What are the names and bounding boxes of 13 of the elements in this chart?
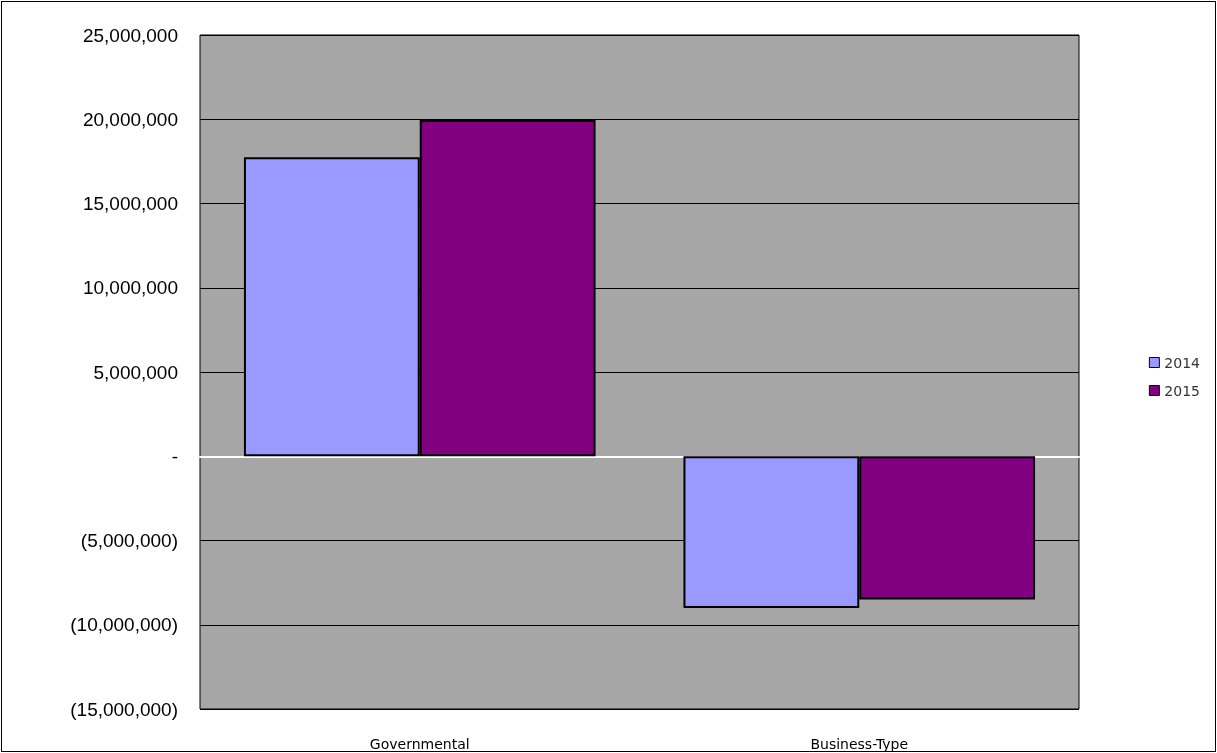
y-tick-label: 15,000,000: [82, 193, 178, 214]
y-tick-label: (5,000,000): [80, 530, 178, 551]
y-tick-label: 20,000,000: [82, 108, 178, 130]
y-tick-label: (15,000,000): [70, 698, 178, 720]
y-tick-label: 25,000,000: [82, 24, 178, 46]
x-tick-label: Business-Type: [810, 736, 909, 752]
legend-label: 2015: [1164, 382, 1201, 399]
y-tick-label: 5,000,000: [93, 361, 178, 383]
x-tick-label: Governmental: [369, 736, 470, 752]
y-tick-label: (10,000,000): [70, 614, 178, 636]
y-tick-label: 10,000,000: [82, 277, 178, 299]
legend-label: 2014: [1164, 354, 1201, 371]
y-tick-label: -: [171, 445, 178, 467]
